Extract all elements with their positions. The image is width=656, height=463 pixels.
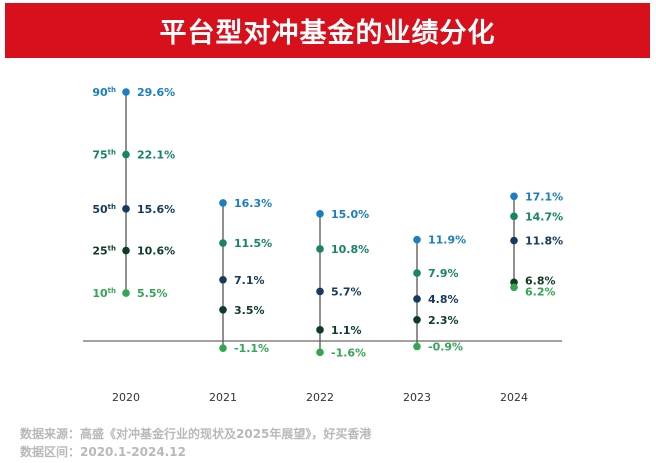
value-label-p25-2020: 10.6% <box>137 245 175 258</box>
x-tick-label-2022: 2022 <box>306 391 334 404</box>
point-p75-2020 <box>122 150 130 159</box>
point-p90-2022 <box>316 210 324 218</box>
x-tick-label-2021: 2021 <box>209 391 237 404</box>
point-p50-2021 <box>219 275 227 284</box>
period-note: 数据区间：2020.1-2024.12 <box>20 445 186 459</box>
percentile-label-10: 10th <box>92 287 116 300</box>
value-label-p25-2022: 1.1% <box>331 324 362 337</box>
page-title: 平台型对冲基金的业绩分化 <box>159 18 496 49</box>
value-label-p10-2020: 5.5% <box>137 287 168 300</box>
percentile-label-75: 75th <box>92 149 116 162</box>
value-label-p25-2024: 6.8% <box>525 274 556 287</box>
point-p50-2024 <box>510 236 518 245</box>
x-tick-label-2024: 2024 <box>500 391 528 404</box>
percentile-label-90: 90th <box>92 86 116 99</box>
percentile-label-50: 50th <box>92 203 116 216</box>
value-label-p10-2022: -1.6% <box>331 346 366 359</box>
point-p75-2024 <box>510 212 518 221</box>
point-p90-2020 <box>122 88 130 96</box>
value-label-p10-2024: 6.2% <box>525 285 556 298</box>
point-p50-2023 <box>413 295 421 303</box>
value-label-p50-2021: 7.1% <box>234 274 265 287</box>
value-label-p90-2021: 16.3% <box>234 197 272 210</box>
x-tick-label-2023: 2023 <box>403 391 431 404</box>
point-p25-2022 <box>316 326 324 334</box>
point-p25-2020 <box>122 246 130 255</box>
point-p75-2021 <box>219 239 227 247</box>
point-p10-2024 <box>510 283 518 292</box>
value-label-p10-2023: -0.9% <box>428 341 463 354</box>
value-label-p75-2020: 22.1% <box>137 149 175 162</box>
value-label-p75-2024: 14.7% <box>525 210 563 223</box>
point-p10-2023 <box>413 342 421 351</box>
percentile-label-25: 25th <box>92 245 116 258</box>
point-p10-2020 <box>122 289 130 297</box>
source-note: 数据来源：高盛《对冲基金行业的现状及2025年展望》，好买香港 <box>20 427 372 441</box>
value-label-p90-2022: 15.0% <box>331 208 369 221</box>
value-label-p50-2023: 4.8% <box>428 293 459 306</box>
point-p75-2022 <box>316 245 324 253</box>
value-label-p50-2024: 11.8% <box>525 235 563 248</box>
value-label-p75-2023: 7.9% <box>428 267 459 280</box>
x-tick-label-2020: 2020 <box>112 391 140 404</box>
value-label-p75-2021: 11.5% <box>234 237 272 250</box>
value-label-p25-2023: 2.3% <box>428 314 459 327</box>
point-p10-2021 <box>219 344 227 352</box>
value-label-p90-2024: 17.1% <box>525 190 563 203</box>
point-p90-2024 <box>510 192 518 201</box>
value-label-p75-2022: 10.8% <box>331 243 369 256</box>
value-label-p90-2023: 11.9% <box>428 234 466 247</box>
point-p90-2021 <box>219 199 227 207</box>
point-p50-2022 <box>316 287 324 296</box>
point-p75-2023 <box>413 269 421 277</box>
point-p25-2021 <box>219 305 227 314</box>
point-p10-2022 <box>316 348 324 357</box>
point-p50-2020 <box>122 205 130 213</box>
point-p25-2023 <box>413 316 421 324</box>
value-label-p50-2022: 5.7% <box>331 285 362 298</box>
value-label-p25-2021: 3.5% <box>234 304 265 317</box>
title-banner: 平台型对冲基金的业绩分化 <box>5 3 650 58</box>
point-p90-2023 <box>413 235 421 244</box>
value-label-p90-2020: 29.6% <box>137 86 175 99</box>
value-label-p50-2020: 15.6% <box>137 203 175 216</box>
value-label-p10-2021: -1.1% <box>234 342 269 355</box>
